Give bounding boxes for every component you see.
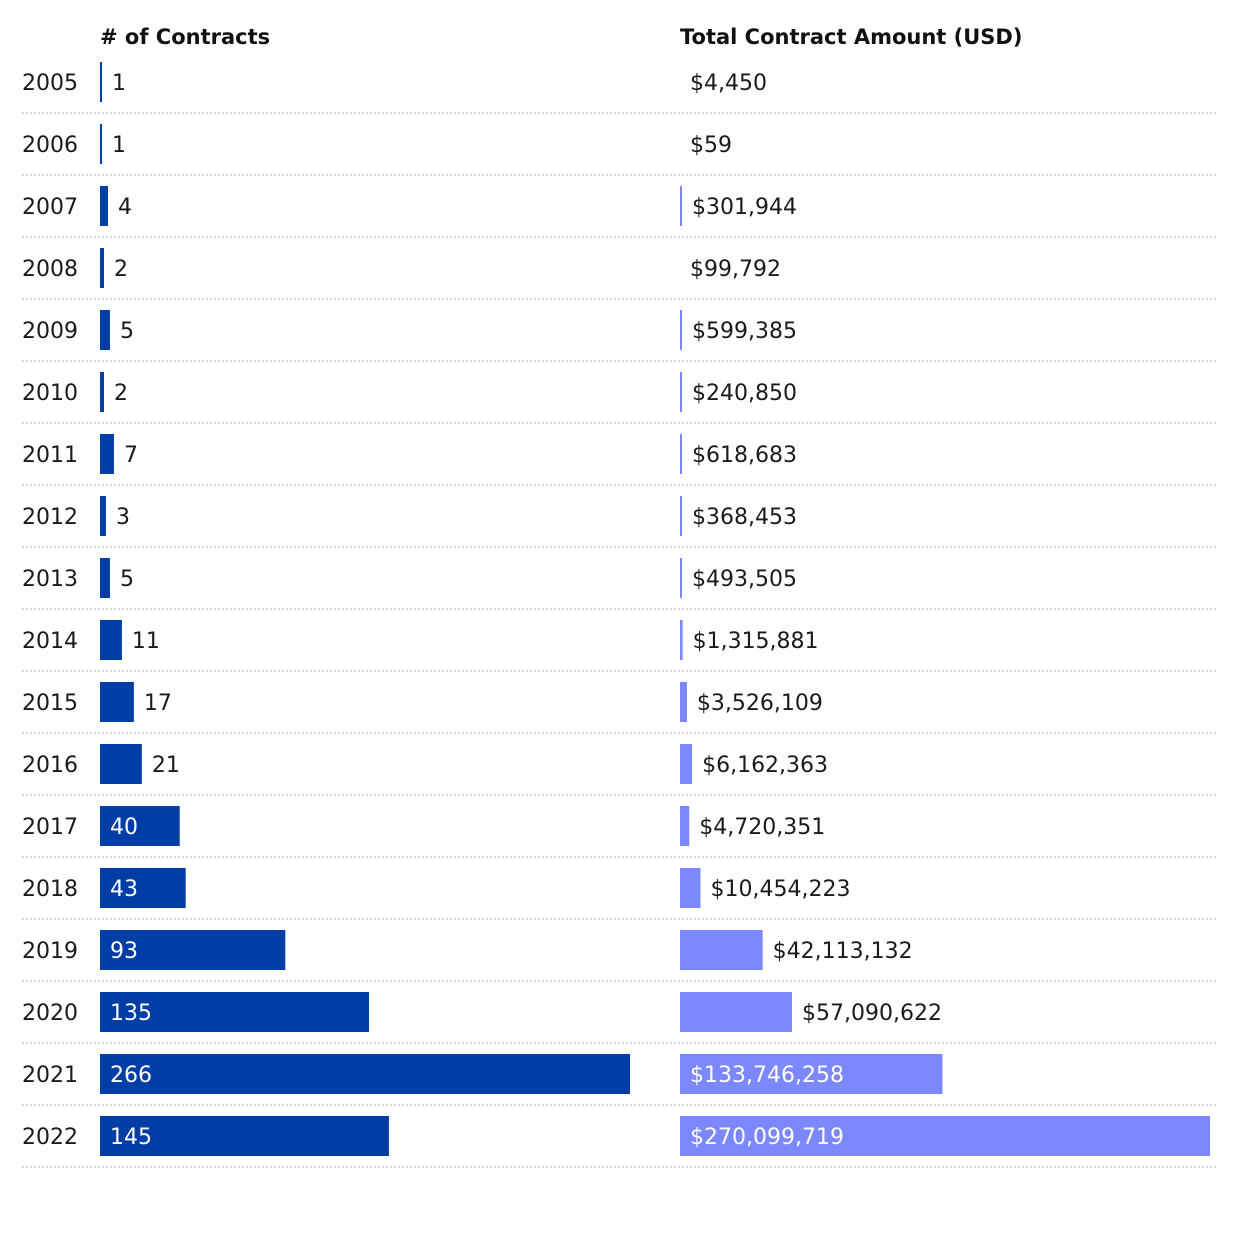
contract-amount-value-label: $618,683 (692, 443, 797, 468)
year-label: 2019 (22, 939, 78, 964)
contracts-count-bar (100, 310, 110, 350)
contracts-count-value-label: 4 (118, 195, 132, 220)
contract-amount-value-label: $599,385 (692, 319, 797, 344)
contracts-count-value-label: 21 (152, 753, 180, 778)
contract-amount-bar (680, 1054, 943, 1094)
contracts-count-value-label: 40 (110, 815, 138, 840)
contracts-count-bar (100, 744, 142, 784)
contracts-count-value-label: 2 (114, 381, 128, 406)
year-label: 2013 (22, 567, 78, 592)
year-label: 2010 (22, 381, 78, 406)
contracts-count-value-label: 135 (110, 1001, 152, 1026)
contract-amount-bar (680, 372, 682, 412)
year-label: 2015 (22, 691, 78, 716)
contract-amount-value-label: $59 (690, 133, 732, 158)
year-label: 2012 (22, 505, 78, 530)
contracts-count-bar (100, 248, 104, 288)
contracts-count-bar (100, 186, 108, 226)
contract-amount-value-label: $99,792 (690, 257, 781, 282)
contract-amount-value-label: $4,720,351 (699, 815, 825, 840)
contracts-count-value-label: 5 (120, 319, 134, 344)
year-label: 2020 (22, 1001, 78, 1026)
contract-amount-value-label: $10,454,223 (711, 877, 851, 902)
year-label: 2007 (22, 195, 78, 220)
contracts-count-bar (100, 372, 104, 412)
contract-amount-bar (680, 310, 682, 350)
contract-amount-value-label: $133,746,258 (690, 1063, 844, 1088)
contract-amount-value-label: $270,099,719 (690, 1125, 844, 1150)
contract-amount-bar (680, 620, 683, 660)
contract-amount-value-label: $301,944 (692, 195, 797, 220)
contract-amount-value-label: $57,090,622 (802, 1001, 942, 1026)
contracts-count-value-label: 17 (144, 691, 172, 716)
year-label: 2022 (22, 1125, 78, 1150)
contracts-count-bar (100, 434, 114, 474)
contracts-count-value-label: 2 (114, 257, 128, 282)
contracts-count-value-label: 5 (120, 567, 134, 592)
contracts-count-bar (100, 62, 102, 102)
contract-amount-value-label: $1,315,881 (693, 629, 819, 654)
year-label: 2018 (22, 877, 78, 902)
contract-amount-bar (680, 806, 690, 846)
contract-amount-bar (680, 434, 682, 474)
year-label: 2016 (22, 753, 78, 778)
contracts-count-value-label: 1 (112, 71, 126, 96)
contract-amount-bar (680, 496, 682, 536)
contracts-count-value-label: 43 (110, 877, 138, 902)
contracts-count-bar (100, 868, 186, 908)
contracts-count-bar (100, 496, 106, 536)
contract-amount-bar (680, 992, 793, 1032)
contract-amount-value-label: $493,505 (692, 567, 797, 592)
contract-amount-value-label: $6,162,363 (702, 753, 828, 778)
contract-amount-bar (680, 558, 682, 598)
contracts-count-bar (100, 992, 369, 1032)
contracts-count-value-label: 11 (132, 629, 160, 654)
contracts-count-value-label: 93 (110, 939, 138, 964)
year-label: 2008 (22, 257, 78, 282)
contract-amount-value-label: $42,113,132 (773, 939, 913, 964)
contract-amount-value-label: $3,526,109 (697, 691, 823, 716)
contract-amount-bar (680, 186, 682, 226)
contracts-count-bar (100, 682, 134, 722)
contracts-count-header: # of Contracts (100, 25, 270, 49)
contracts-count-bar (100, 930, 286, 970)
contracts-count-bar (100, 124, 102, 164)
contracts-count-value-label: 145 (110, 1125, 152, 1150)
contracts-count-bar (100, 1116, 389, 1156)
contract-amount-value-label: $368,453 (692, 505, 797, 530)
contracts-count-bar (100, 620, 122, 660)
year-label: 2009 (22, 319, 78, 344)
contract-amount-value-label: $4,450 (690, 71, 767, 96)
contract-amount-header: Total Contract Amount (USD) (680, 25, 1022, 49)
contracts-count-value-label: 1 (112, 133, 126, 158)
contracts-count-value-label: 3 (116, 505, 130, 530)
contract-amount-bar (680, 744, 693, 784)
year-label: 2014 (22, 629, 78, 654)
contracts-count-bar (100, 806, 180, 846)
contracts-count-value-label: 266 (110, 1063, 152, 1088)
contracts-count-value-label: 7 (124, 443, 138, 468)
contracts-count-bar (100, 558, 110, 598)
contract-amount-bar (680, 868, 701, 908)
contract-amount-value-label: $240,850 (692, 381, 797, 406)
contract-amount-bar (680, 930, 763, 970)
contracts-count-bar (100, 1054, 630, 1094)
year-label: 2021 (22, 1063, 78, 1088)
year-label: 2011 (22, 443, 78, 468)
contract-amount-bar (680, 682, 687, 722)
year-label: 2005 (22, 71, 78, 96)
contract-amount-bar (680, 1116, 1210, 1156)
year-label: 2017 (22, 815, 78, 840)
year-label: 2006 (22, 133, 78, 158)
